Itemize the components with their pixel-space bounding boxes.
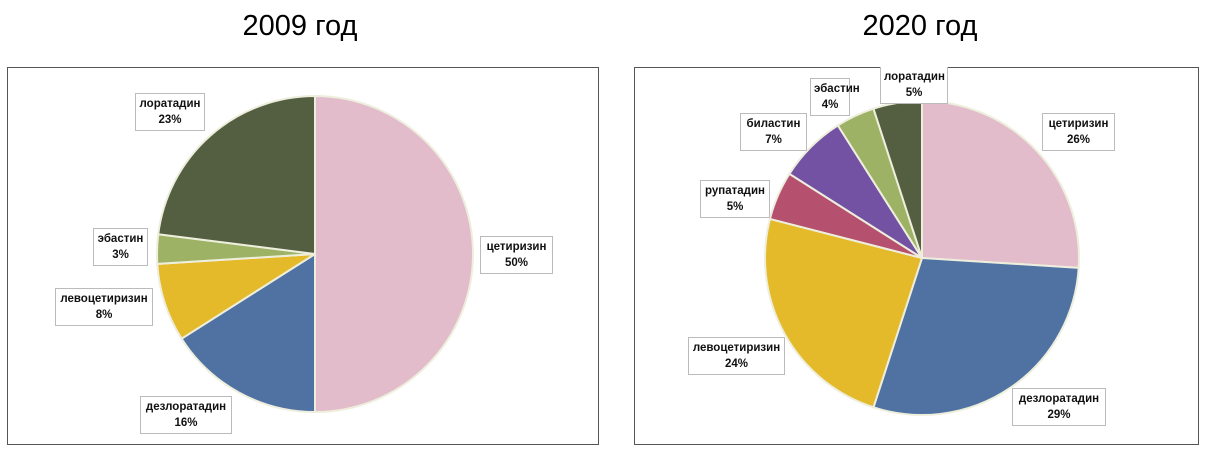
data-label: лоратадин 23% <box>135 93 205 131</box>
data-label: эбастин 4% <box>810 78 860 116</box>
data-label: биластин 7% <box>740 113 807 151</box>
data-label: цетиризин 26% <box>1042 113 1115 151</box>
data-label: цетиризин 50% <box>480 236 553 274</box>
data-label: эбастин 3% <box>93 228 148 266</box>
data-label: рупатадин 5% <box>700 180 770 218</box>
chart-title-2020: 2020 год <box>862 10 978 42</box>
data-label: левоцетиризин 24% <box>688 337 785 375</box>
pie-slice-цетиризин <box>314 94 474 414</box>
data-label: дезлоратадин 29% <box>1012 388 1106 426</box>
data-label: дезлоратадин 16% <box>140 396 232 434</box>
data-label: левоцетиризин 8% <box>55 288 153 326</box>
pie-slice-цетиризин <box>921 99 1080 269</box>
pie-slice-лоратадин <box>157 94 316 256</box>
pie-slice-левоцетиризин <box>764 217 924 409</box>
pie-slice-дезлоратадин <box>872 256 1080 416</box>
chart-frame-2009 <box>7 67 599 445</box>
pie-slice-дезлоратадин <box>180 252 316 414</box>
data-label: лоратадин 5% <box>880 67 948 104</box>
chart-title-2009: 2009 год <box>242 10 358 42</box>
